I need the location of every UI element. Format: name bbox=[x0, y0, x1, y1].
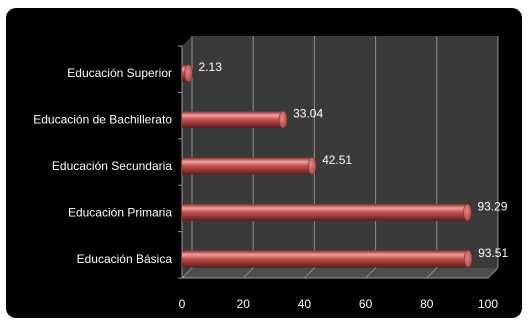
floor-gridline bbox=[304, 267, 315, 279]
category-label: Educación Primaria bbox=[68, 205, 172, 219]
category-label: Educación Básica bbox=[77, 252, 173, 266]
x-tick-label: 0 bbox=[179, 297, 186, 311]
bar bbox=[182, 203, 472, 222]
data-label: 93.29 bbox=[477, 199, 507, 213]
data-label: 33.04 bbox=[293, 107, 323, 121]
floor-gridline bbox=[181, 267, 193, 279]
category-labels: Educación Superior Educación de Bachiller… bbox=[33, 66, 172, 266]
x-tick-label: 20 bbox=[237, 297, 251, 311]
bar-cap bbox=[278, 110, 288, 129]
bar-body bbox=[182, 250, 469, 268]
plot-floor bbox=[182, 268, 498, 278]
bar-cap bbox=[463, 250, 473, 268]
bar-body bbox=[182, 157, 313, 175]
gridlines bbox=[178, 36, 499, 279]
x-axis-ticks: 0 20 40 60 80 100 bbox=[179, 297, 499, 311]
data-label: 42.51 bbox=[322, 153, 352, 167]
bar-body bbox=[182, 203, 468, 221]
bar-cap bbox=[307, 157, 317, 175]
floor-gridline bbox=[487, 267, 499, 279]
category-label: Educación Superior bbox=[67, 66, 172, 80]
data-label: 93.51 bbox=[478, 246, 508, 260]
bar bbox=[182, 250, 473, 268]
bars bbox=[182, 64, 473, 268]
bar bbox=[182, 64, 193, 82]
bar bbox=[182, 157, 317, 175]
category-label: Educación de Bachillerato bbox=[33, 113, 172, 127]
bar-cap bbox=[463, 203, 472, 222]
bar-body bbox=[182, 111, 284, 129]
data-labels: 2.13 33.04 42.51 93.29 93.51 bbox=[199, 60, 509, 260]
data-label: 2.13 bbox=[199, 60, 223, 74]
x-tick-label: 100 bbox=[478, 297, 498, 311]
category-label: Educación Secundaria bbox=[52, 159, 172, 173]
bar bbox=[182, 110, 288, 129]
floor-gridline bbox=[242, 267, 254, 279]
floor-gridline bbox=[426, 267, 438, 279]
floor-gridline bbox=[365, 267, 376, 279]
x-tick-label: 80 bbox=[420, 297, 434, 311]
x-tick-label: 40 bbox=[298, 297, 312, 311]
x-tick-label: 60 bbox=[359, 297, 373, 311]
bar-cap bbox=[184, 64, 193, 82]
